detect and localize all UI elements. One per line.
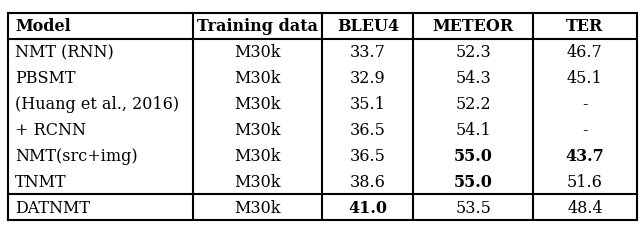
Text: M30k: M30k bbox=[234, 173, 281, 190]
Text: M30k: M30k bbox=[234, 122, 281, 138]
Text: 33.7: 33.7 bbox=[350, 44, 386, 61]
Text: 46.7: 46.7 bbox=[567, 44, 603, 61]
Text: Model: Model bbox=[15, 18, 71, 35]
Text: 43.7: 43.7 bbox=[566, 147, 604, 164]
Text: 53.5: 53.5 bbox=[455, 199, 491, 216]
Text: DATNMT: DATNMT bbox=[15, 199, 90, 216]
Text: M30k: M30k bbox=[234, 70, 281, 87]
Text: 54.1: 54.1 bbox=[455, 122, 491, 138]
Text: M30k: M30k bbox=[234, 199, 281, 216]
Text: TER: TER bbox=[566, 18, 604, 35]
Text: 36.5: 36.5 bbox=[350, 122, 386, 138]
Text: TNMT: TNMT bbox=[15, 173, 67, 190]
Text: 52.2: 52.2 bbox=[456, 96, 491, 112]
Text: 32.9: 32.9 bbox=[350, 70, 386, 87]
Text: 52.3: 52.3 bbox=[455, 44, 491, 61]
Text: Training data: Training data bbox=[197, 18, 318, 35]
Text: 55.0: 55.0 bbox=[454, 173, 493, 190]
Text: 45.1: 45.1 bbox=[567, 70, 603, 87]
Text: NMT(src+img): NMT(src+img) bbox=[15, 147, 138, 164]
Text: 41.0: 41.0 bbox=[348, 199, 387, 216]
Text: 55.0: 55.0 bbox=[454, 147, 493, 164]
Text: 35.1: 35.1 bbox=[350, 96, 386, 112]
Text: 48.4: 48.4 bbox=[567, 199, 603, 216]
Text: NMT (RNN): NMT (RNN) bbox=[15, 44, 114, 61]
Text: (Huang et al., 2016): (Huang et al., 2016) bbox=[15, 96, 179, 112]
Text: -: - bbox=[582, 122, 588, 138]
Text: M30k: M30k bbox=[234, 96, 281, 112]
Text: 38.6: 38.6 bbox=[350, 173, 386, 190]
Text: PBSMT: PBSMT bbox=[15, 70, 76, 87]
Text: 36.5: 36.5 bbox=[350, 147, 386, 164]
Text: 54.3: 54.3 bbox=[455, 70, 491, 87]
Text: 51.6: 51.6 bbox=[567, 173, 603, 190]
Text: + RCNN: + RCNN bbox=[15, 122, 86, 138]
Text: M30k: M30k bbox=[234, 147, 281, 164]
Text: M30k: M30k bbox=[234, 44, 281, 61]
Text: -: - bbox=[582, 96, 588, 112]
Text: BLEU4: BLEU4 bbox=[337, 18, 399, 35]
Text: METEOR: METEOR bbox=[433, 18, 514, 35]
